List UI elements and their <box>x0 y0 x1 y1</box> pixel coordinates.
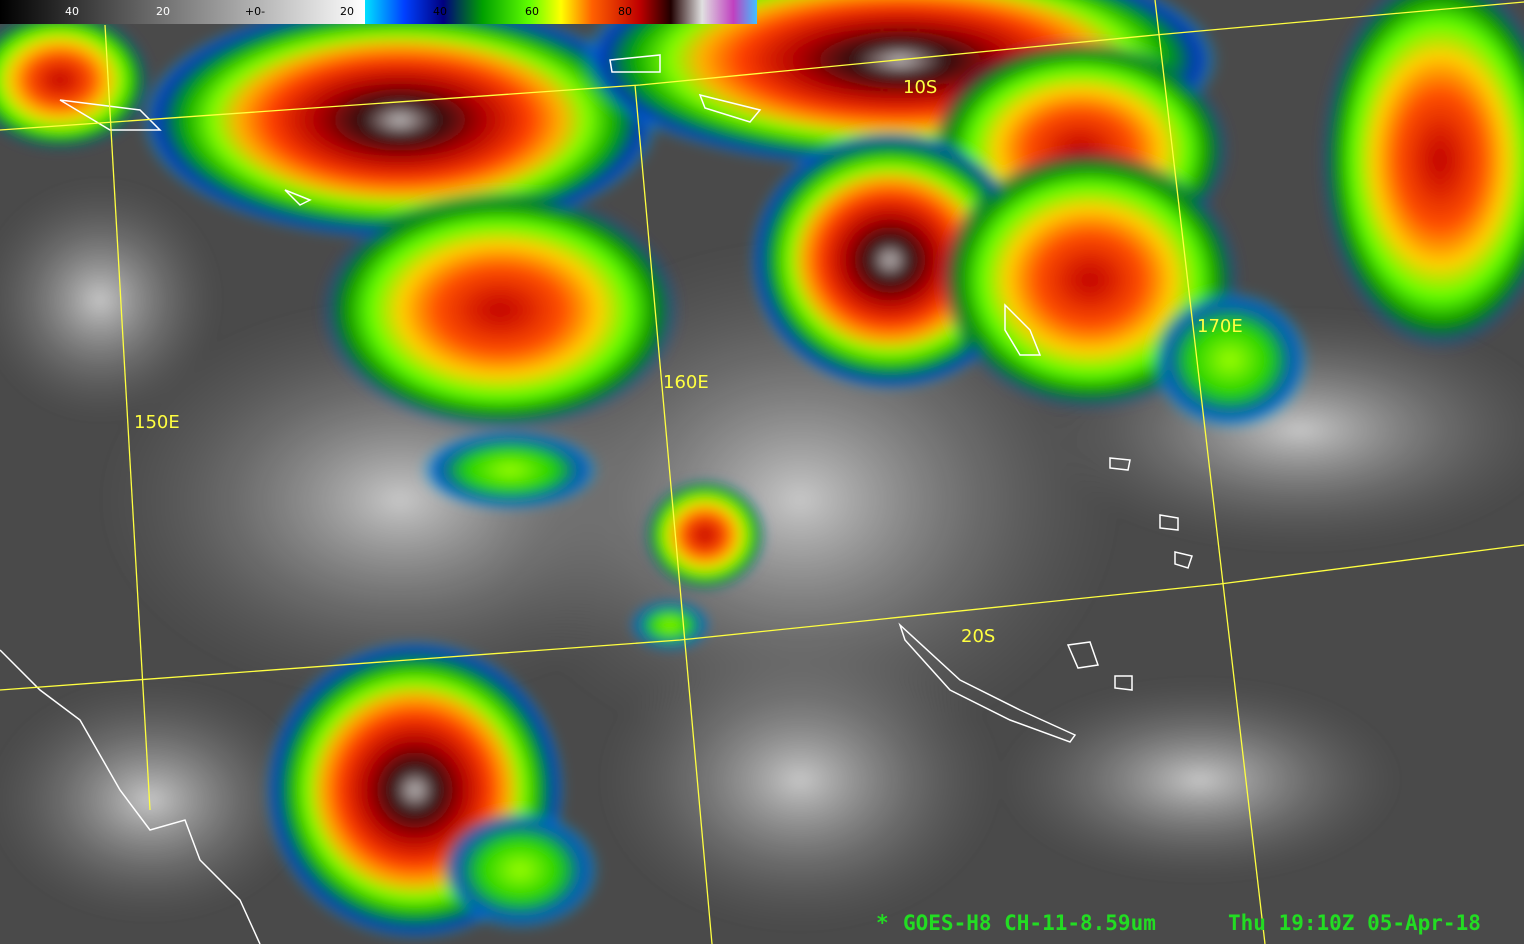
footer-time: Thu 19:10Z 05-Apr-18 <box>1228 911 1481 935</box>
colorbar-label: 40 <box>65 5 79 18</box>
footer-marker: * <box>876 911 889 935</box>
colorbar-label: +0- <box>245 5 265 18</box>
colorbar-label: 40 <box>433 5 447 18</box>
colorbar-label: 80 <box>618 5 632 18</box>
footer-satellite: GOES-H8 CH-11-8.59um <box>903 911 1156 935</box>
colorbar: 40 20 +0- 20 40 60 80 <box>0 0 757 24</box>
colorbar-label: 60 <box>525 5 539 18</box>
lon-label: 150E <box>134 412 180 433</box>
coastlines <box>0 54 1193 944</box>
lat-label: 10S <box>903 77 937 98</box>
lon-label: 160E <box>663 372 709 393</box>
colorbar-label: 20 <box>156 5 170 18</box>
lat-label: 20S <box>961 626 995 647</box>
colorbar-label: 20 <box>340 5 354 18</box>
lon-label: 170E <box>1197 316 1243 337</box>
